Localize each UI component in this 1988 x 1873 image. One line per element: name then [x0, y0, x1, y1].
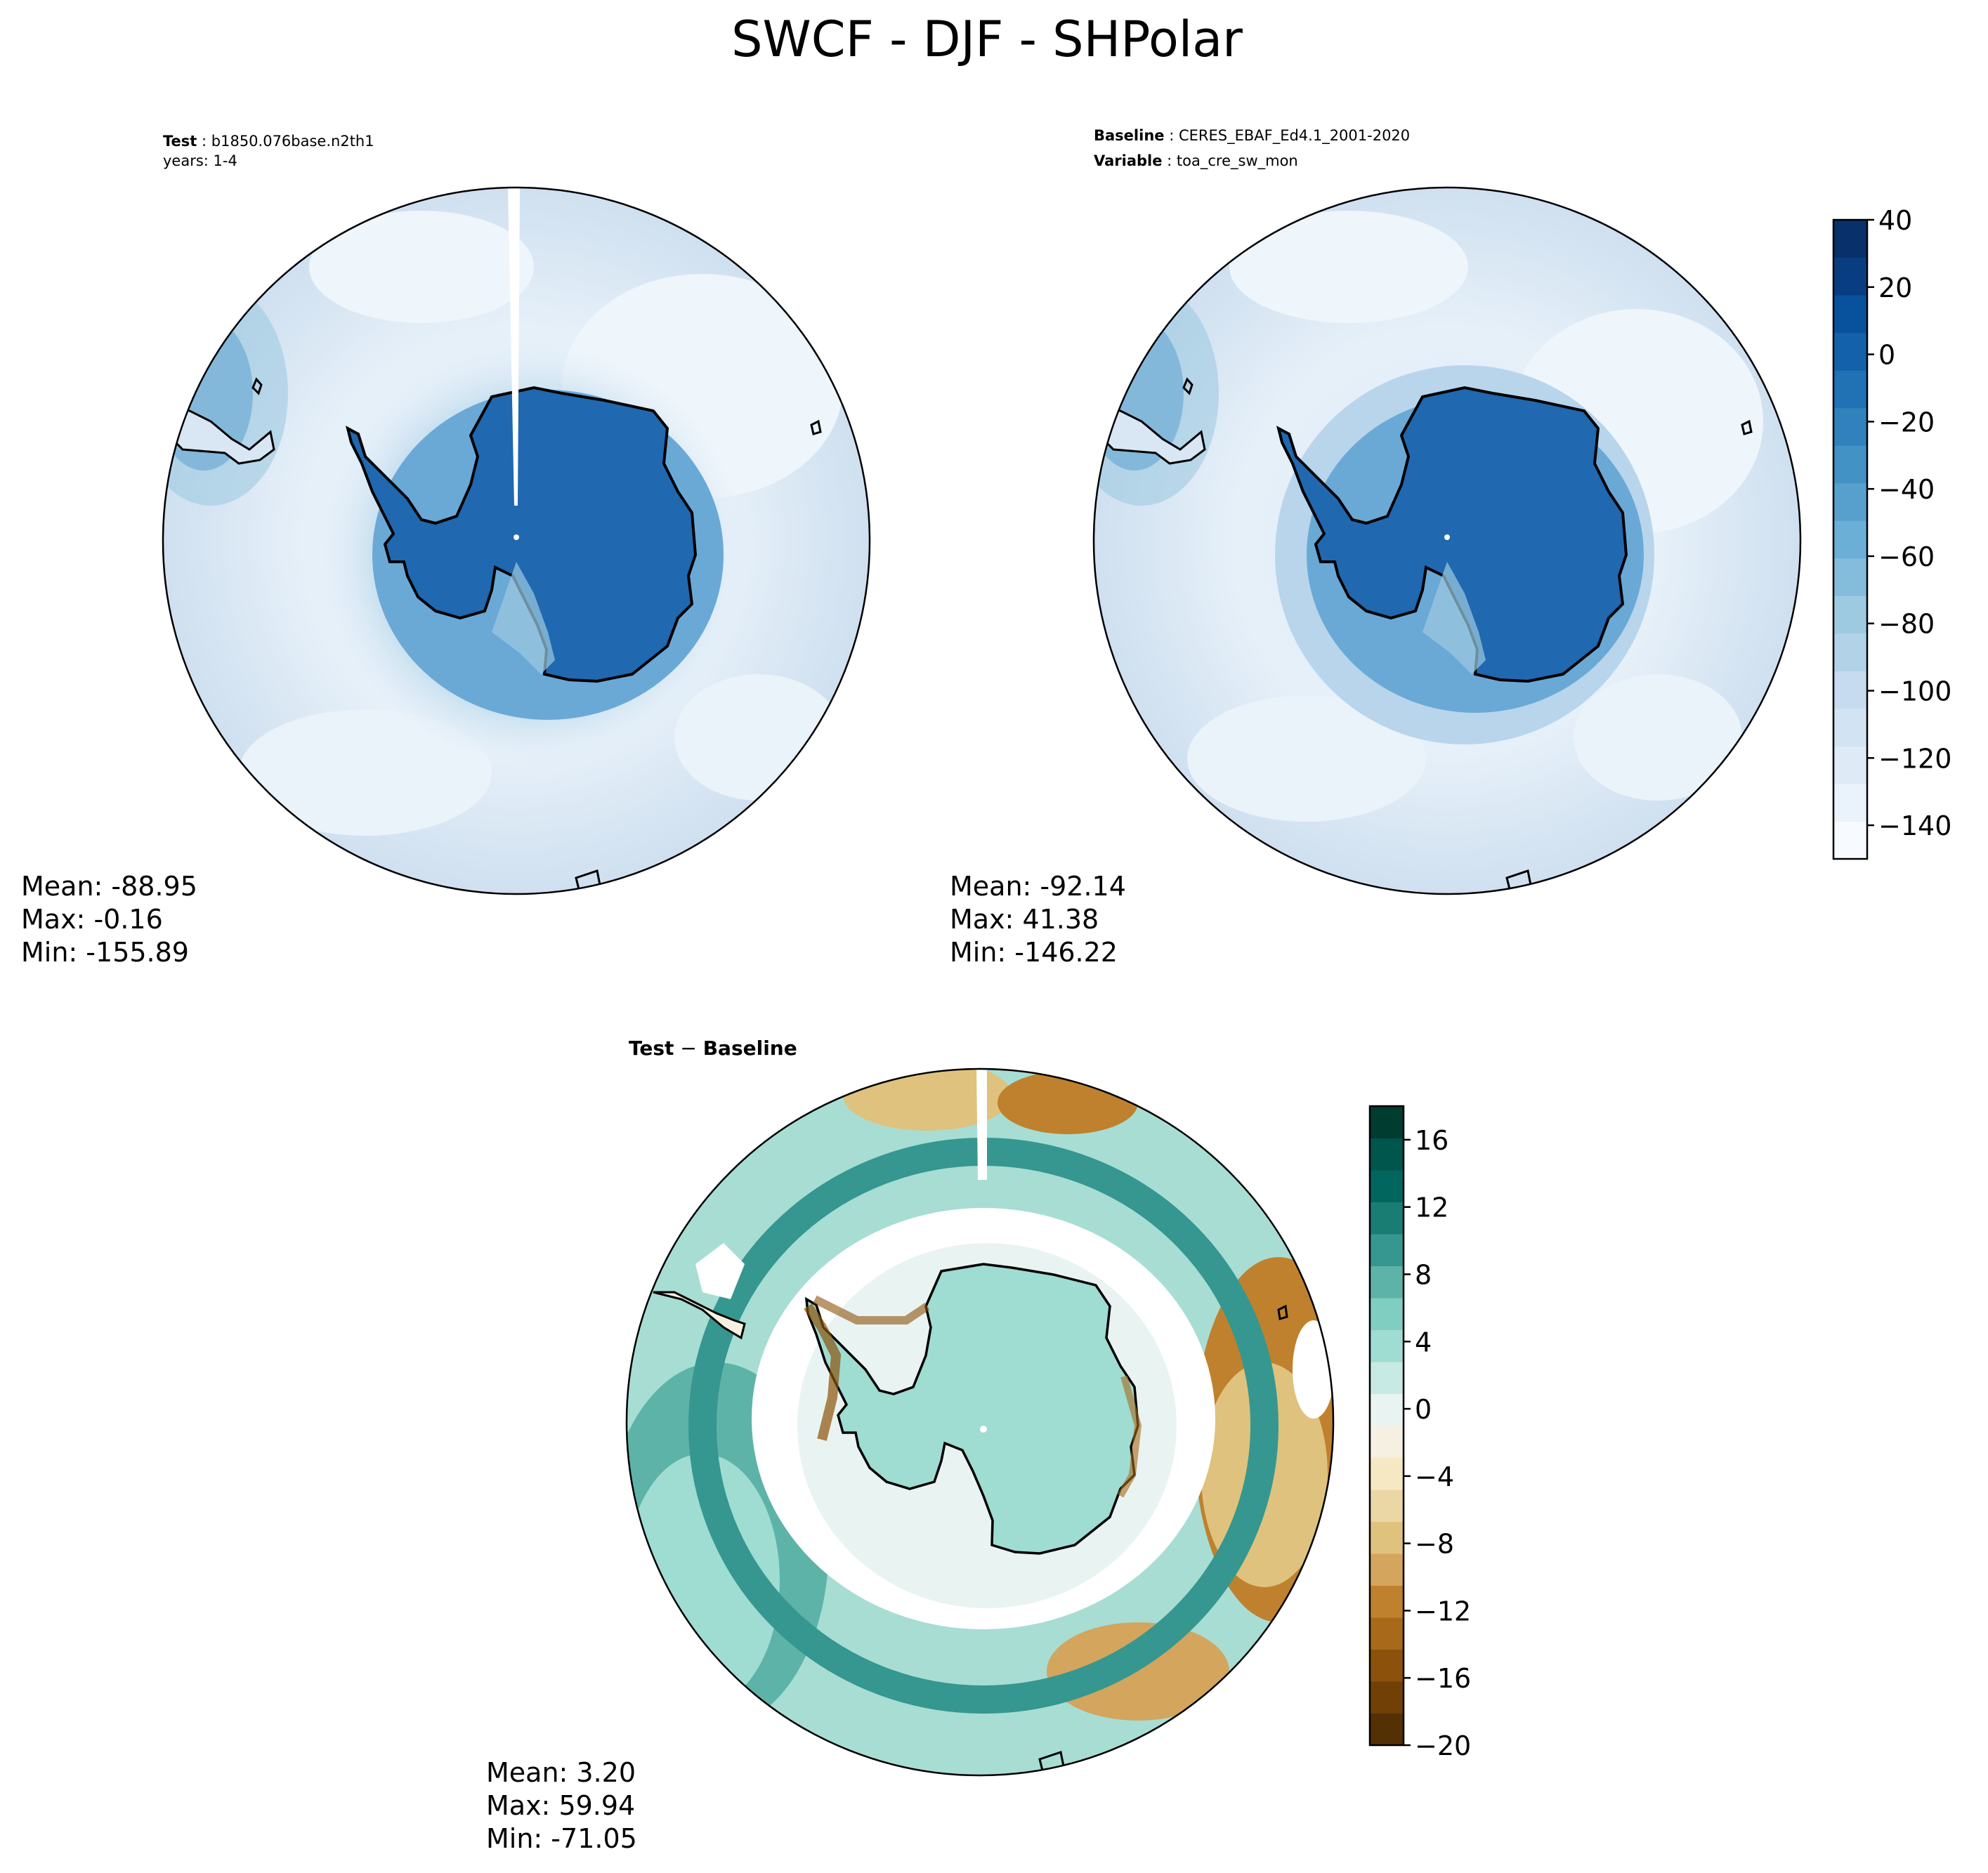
figure-title: SWCF - DJF - SHPolar — [731, 11, 1243, 68]
colorbar-segment — [1370, 1234, 1404, 1266]
colorbar-tick-label: −20 — [1878, 407, 1935, 438]
baseline-min: Min: -146.22 — [950, 937, 1118, 968]
colorbar-segment — [1833, 633, 1867, 671]
colorbar-segment — [1370, 1553, 1404, 1586]
baseline-map — [1094, 188, 1800, 894]
colorbar-tick-label: −4 — [1415, 1461, 1454, 1492]
colorbar-tick-label: −80 — [1878, 609, 1935, 640]
colorbar-segment — [1370, 1106, 1404, 1138]
colorbar-segment — [1833, 295, 1867, 334]
colorbar-tick-label: 12 — [1415, 1192, 1449, 1223]
colorbar-segment — [1370, 1457, 1404, 1490]
antarctica-shape — [345, 386, 698, 683]
colorbar-segment — [1833, 257, 1867, 296]
colorbar-tick-label: 16 — [1415, 1125, 1449, 1156]
colorbar-segment — [1370, 1649, 1404, 1682]
baseline-max: Max: 41.38 — [950, 904, 1099, 935]
colorbar-segment — [1833, 220, 1867, 258]
colorbar-segment — [1370, 1362, 1404, 1394]
antarctica-shape — [804, 1263, 1139, 1555]
baseline-label: Baseline : CERES_EBAF_Ed4.1_2001-2020 — [1094, 127, 1410, 145]
test-min: Min: -155.89 — [21, 937, 189, 968]
colorbar-segment — [1370, 1138, 1404, 1171]
colorbar-segment — [1833, 370, 1867, 409]
colorbar-frame — [1832, 218, 1869, 860]
colorbar-segment — [1370, 1521, 1404, 1554]
colorbar-tick-label: 0 — [1415, 1394, 1432, 1425]
colorbar-segment — [1370, 1202, 1404, 1235]
colorbar-segment — [1370, 1393, 1404, 1426]
colorbar-tick-label: −40 — [1878, 474, 1935, 505]
test-map — [163, 188, 870, 894]
colorbar-segment — [1370, 1617, 1404, 1650]
test-map-boundary — [162, 186, 871, 895]
colorbar-segment — [1370, 1585, 1404, 1618]
colorbar-segment — [1833, 783, 1867, 822]
colorbar-tick-label: 40 — [1878, 205, 1912, 236]
colorbar-diff: 16 12 8 4 0 −4 −8 −12 −16 −20 — [1368, 1105, 1471, 1761]
colorbar-segment — [1833, 332, 1867, 371]
colorbar-tick-label: −8 — [1415, 1529, 1454, 1560]
colorbar-tick-label: −16 — [1415, 1663, 1471, 1694]
colorbar-segment — [1370, 1490, 1404, 1522]
test-panel: Test : b1850.076base.n2th1 years: 1-4 — [21, 133, 871, 968]
colorbar-segment — [1833, 407, 1867, 446]
colorbar-segment — [1370, 1426, 1404, 1458]
baseline-map-boundary — [1092, 186, 1802, 895]
colorbar-segment — [1833, 482, 1867, 521]
test-mean: Mean: -88.95 — [21, 871, 197, 902]
baseline-variable: Variable : toa_cre_sw_mon — [1094, 152, 1298, 170]
colorbar-tick-label: −100 — [1878, 676, 1951, 707]
diff-mean: Mean: 3.20 — [486, 1757, 636, 1788]
colorbar-frame — [1368, 1105, 1405, 1747]
diff-max: Max: 59.94 — [486, 1790, 635, 1821]
colorbar-segment — [1833, 671, 1867, 709]
colorbar-segment — [1833, 708, 1867, 747]
colorbar-tick-label: −140 — [1878, 810, 1951, 841]
colorbar-tick-label: −20 — [1415, 1730, 1471, 1761]
colorbar-tick-label: 20 — [1878, 272, 1912, 303]
colorbar-segment — [1370, 1329, 1404, 1362]
colorbar-tick-label: 4 — [1415, 1327, 1432, 1358]
colorbar-top: 40 20 0 −20 −40 −60 −80 −100 −120 −140 — [1832, 205, 1951, 860]
diff-label: Test − Baseline — [629, 1037, 797, 1060]
colorbar-segment — [1370, 1266, 1404, 1299]
colorbar-segment — [1370, 1170, 1404, 1202]
colorbar-segment — [1370, 1681, 1404, 1714]
test-label: Test : b1850.076base.n2th1 — [163, 133, 374, 150]
colorbar-tick-label: −12 — [1415, 1596, 1471, 1626]
colorbar-segment — [1833, 445, 1867, 484]
diff-map — [627, 1069, 1333, 1775]
colorbar-segment — [1833, 821, 1867, 860]
colorbar-tick-label: 8 — [1415, 1259, 1432, 1290]
antarctica-shape — [1276, 386, 1628, 683]
colorbar-segment — [1833, 746, 1867, 784]
colorbar-segment — [1370, 1298, 1404, 1330]
diff-map-boundary — [625, 1067, 1335, 1777]
diff-panel: Test − Baseline — [486, 1037, 1335, 1854]
colorbar-segment — [1833, 520, 1867, 559]
baseline-mean: Mean: -92.14 — [950, 871, 1126, 902]
colorbar-tick-label: −120 — [1878, 743, 1951, 774]
colorbar-tick-label: 0 — [1878, 340, 1895, 371]
colorbar-segment — [1370, 1713, 1404, 1746]
baseline-panel: Baseline : CERES_EBAF_Ed4.1_2001-2020 Va… — [950, 127, 1802, 968]
test-max: Max: -0.16 — [21, 904, 163, 935]
colorbar-tick-label: −60 — [1878, 541, 1935, 572]
diff-min: Min: -71.05 — [486, 1823, 637, 1854]
colorbar-segment — [1833, 596, 1867, 634]
colorbar-segment — [1833, 558, 1867, 596]
test-years: years: 1-4 — [163, 152, 237, 169]
